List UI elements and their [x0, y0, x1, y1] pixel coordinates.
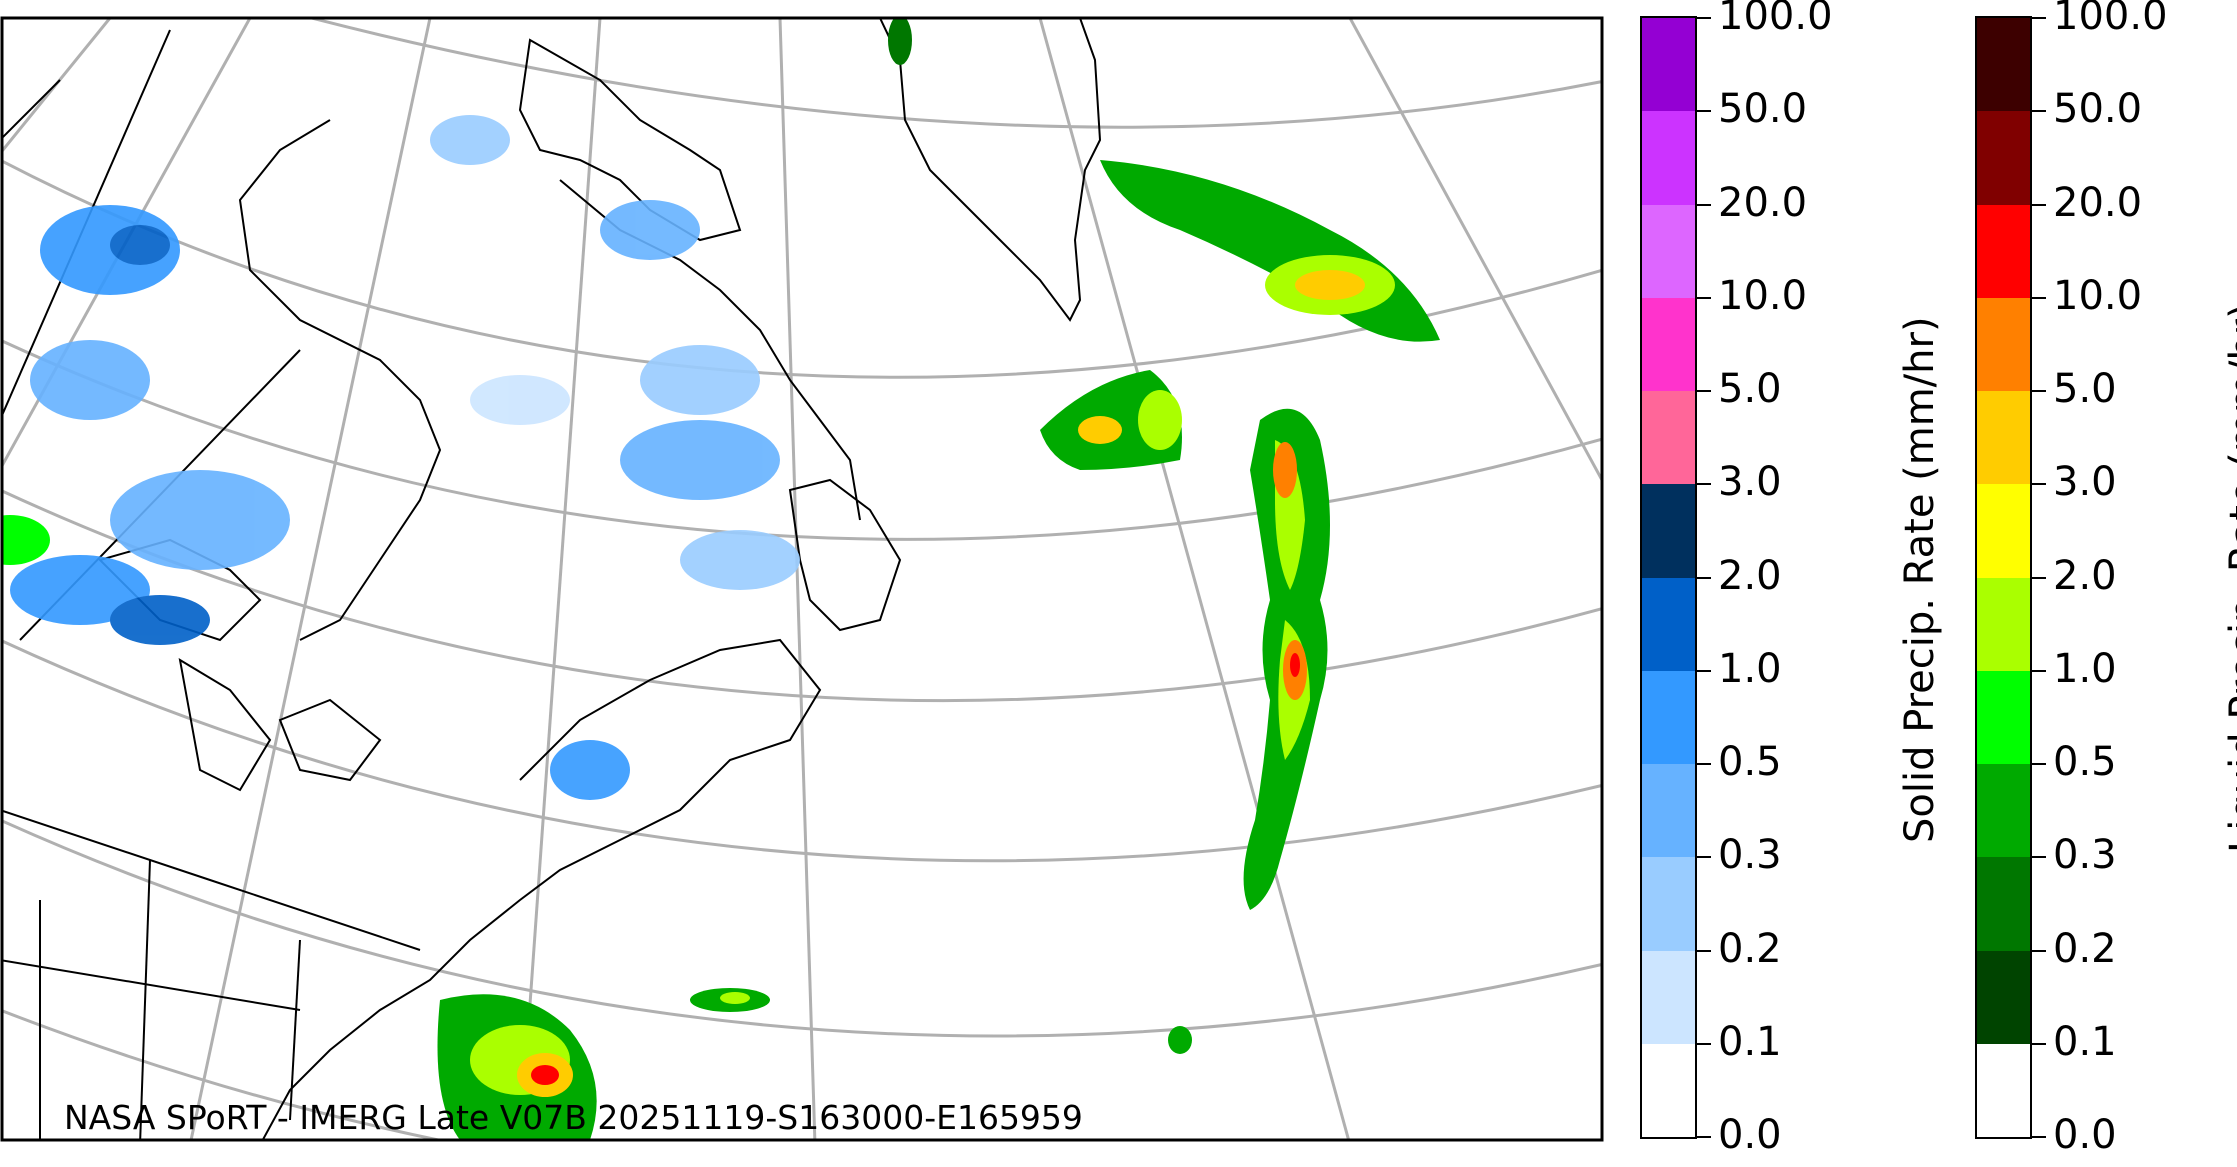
solid-color-segment — [1642, 670, 1695, 765]
solid-tick-mark — [1697, 856, 1711, 859]
liquid-tick-label: 0.5 — [2053, 739, 2117, 785]
solid-tick-mark — [1697, 763, 1711, 765]
solid-tick-mark — [1697, 669, 1711, 672]
solid-tick-mark — [1697, 203, 1711, 206]
liquid-tick-mark — [2032, 1136, 2046, 1138]
solid-color-segment — [1642, 764, 1695, 859]
solid-color-segment — [1642, 297, 1695, 392]
liquid-color-segment — [1977, 297, 2030, 392]
liquid-tick-mark — [2032, 949, 2046, 952]
liquid-tick-label: 50.0 — [2053, 86, 2143, 133]
solid-tick-mark — [1697, 390, 1711, 392]
solid-tick-label: 0.5 — [1718, 739, 1782, 785]
liquid-color-segment — [1977, 484, 2030, 579]
liquid-color-segment — [1977, 950, 2030, 1045]
liquid-color-segment — [1977, 111, 2030, 206]
solid-color-segment — [1642, 391, 1695, 486]
liquid-color-segment — [1977, 577, 2030, 672]
solid-tick-mark — [1697, 296, 1711, 299]
liquid-color-segment — [1977, 670, 2030, 765]
solid-tick-label: 3.0 — [1718, 459, 1782, 506]
solid-colorbar-label: Solid Precip. Rate (mm/hr) — [1897, 316, 1943, 843]
solid-tick-label: 2.0 — [1718, 552, 1782, 599]
solid-tick-label: 10.0 — [1718, 272, 1808, 319]
liquid-tick-mark — [2032, 17, 2046, 19]
solid-color-segment — [1642, 204, 1695, 299]
liquid-tick-mark — [2032, 203, 2046, 206]
liquid-precip-colorbar — [1975, 16, 2032, 1139]
liquid-tick-mark — [2032, 669, 2046, 672]
liquid-tick-mark — [2032, 110, 2046, 113]
solid-precip-colorbar — [1640, 16, 1697, 1139]
liquid-tick-mark — [2032, 856, 2046, 859]
liquid-tick-mark — [2032, 576, 2046, 579]
liquid-precip-areas — [2, 18, 1440, 1140]
liquid-tick-label: 100.0 — [2053, 0, 2168, 39]
solid-tick-mark — [1697, 17, 1711, 19]
solid-precip-areas — [10, 115, 800, 800]
solid-color-segment — [1642, 1043, 1695, 1137]
solid-tick-mark — [1697, 949, 1711, 952]
solid-color-segment — [1642, 484, 1695, 579]
solid-color-segment — [1642, 577, 1695, 672]
liquid-tick-mark — [2032, 1042, 2046, 1045]
liquid-color-segment — [1977, 204, 2030, 299]
liquid-tick-label: 20.0 — [2053, 179, 2143, 226]
solid-tick-mark — [1697, 110, 1711, 113]
liquid-tick-mark — [2032, 390, 2046, 392]
liquid-tick-label: 1.0 — [2053, 645, 2117, 692]
solid-color-segment — [1642, 111, 1695, 206]
solid-color-segment — [1642, 857, 1695, 952]
liquid-color-segment — [1977, 764, 2030, 859]
liquid-tick-mark — [2032, 763, 2046, 765]
liquid-tick-label: 0.2 — [2053, 925, 2117, 972]
liquid-tick-label: 0.3 — [2053, 832, 2117, 879]
liquid-tick-label: 0.0 — [2053, 1112, 2117, 1158]
solid-tick-label: 0.2 — [1718, 925, 1782, 972]
liquid-tick-label: 3.0 — [2053, 459, 2117, 506]
liquid-tick-mark — [2032, 296, 2046, 299]
graticule — [2, 18, 1602, 1140]
liquid-color-segment — [1977, 18, 2030, 113]
liquid-tick-label: 10.0 — [2053, 272, 2143, 319]
solid-tick-mark — [1697, 576, 1711, 579]
liquid-colorbar-label: Liquid Precip. Rate (mm/hr) — [2222, 303, 2237, 853]
liquid-tick-label: 5.0 — [2053, 366, 2117, 412]
solid-tick-label: 5.0 — [1718, 366, 1782, 412]
liquid-color-segment — [1977, 1043, 2030, 1137]
solid-color-segment — [1642, 18, 1695, 113]
solid-tick-mark — [1697, 483, 1711, 486]
precipitation-map — [0, 16, 1604, 1142]
solid-tick-label: 50.0 — [1718, 86, 1808, 133]
data-source-credit: NASA SPoRT - IMERG Late V07B 20251119-S1… — [64, 1098, 1083, 1137]
solid-tick-mark — [1697, 1136, 1711, 1138]
solid-tick-label: 0.1 — [1718, 1018, 1782, 1065]
solid-tick-label: 0.0 — [1718, 1112, 1782, 1158]
liquid-color-segment — [1977, 391, 2030, 486]
solid-tick-label: 1.0 — [1718, 645, 1782, 692]
solid-tick-mark — [1697, 1042, 1711, 1045]
liquid-tick-label: 0.1 — [2053, 1018, 2117, 1065]
liquid-color-segment — [1977, 857, 2030, 952]
solid-tick-label: 100.0 — [1718, 0, 1833, 39]
liquid-tick-label: 2.0 — [2053, 552, 2117, 599]
map-frame — [0, 16, 1604, 1142]
solid-tick-label: 0.3 — [1718, 832, 1782, 879]
liquid-tick-mark — [2032, 483, 2046, 486]
solid-color-segment — [1642, 950, 1695, 1045]
solid-tick-label: 20.0 — [1718, 179, 1808, 226]
